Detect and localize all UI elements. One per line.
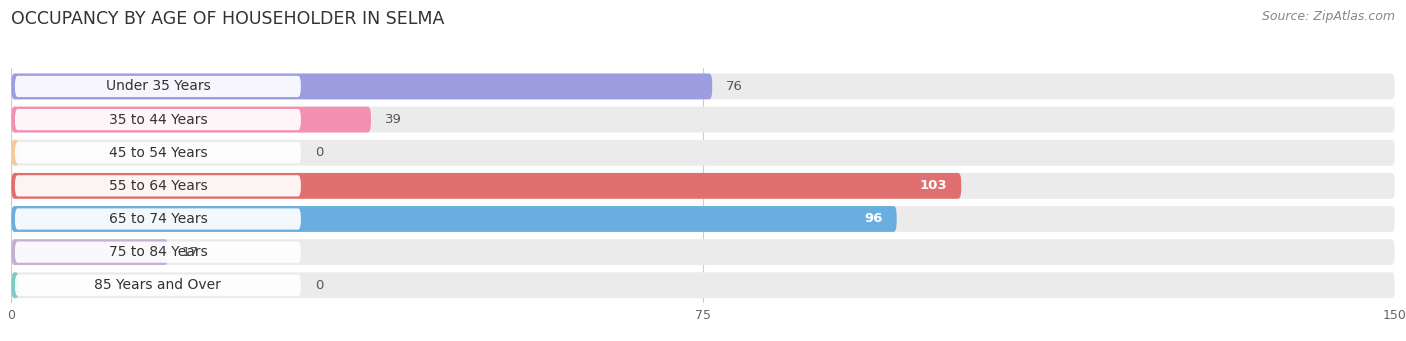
FancyBboxPatch shape (15, 241, 301, 263)
FancyBboxPatch shape (11, 173, 1395, 199)
FancyBboxPatch shape (15, 76, 301, 97)
FancyBboxPatch shape (11, 107, 371, 133)
FancyBboxPatch shape (11, 206, 897, 232)
FancyBboxPatch shape (11, 239, 1395, 265)
Text: OCCUPANCY BY AGE OF HOUSEHOLDER IN SELMA: OCCUPANCY BY AGE OF HOUSEHOLDER IN SELMA (11, 10, 444, 28)
Text: 17: 17 (181, 246, 198, 258)
FancyBboxPatch shape (11, 140, 1395, 166)
FancyBboxPatch shape (15, 208, 301, 229)
FancyBboxPatch shape (11, 140, 18, 166)
FancyBboxPatch shape (11, 173, 962, 199)
Text: 76: 76 (725, 80, 742, 93)
FancyBboxPatch shape (11, 74, 1395, 99)
FancyBboxPatch shape (11, 107, 1395, 133)
Text: 35 to 44 Years: 35 to 44 Years (108, 113, 207, 127)
Text: 96: 96 (865, 212, 883, 225)
Text: 85 Years and Over: 85 Years and Over (94, 278, 221, 292)
Text: 55 to 64 Years: 55 to 64 Years (108, 179, 207, 193)
FancyBboxPatch shape (15, 109, 301, 130)
FancyBboxPatch shape (11, 272, 18, 298)
FancyBboxPatch shape (11, 74, 713, 99)
FancyBboxPatch shape (11, 206, 1395, 232)
FancyBboxPatch shape (11, 272, 1395, 298)
Text: 0: 0 (315, 279, 323, 292)
FancyBboxPatch shape (15, 142, 301, 163)
Text: 103: 103 (920, 179, 948, 192)
Text: 75 to 84 Years: 75 to 84 Years (108, 245, 207, 259)
Text: Source: ZipAtlas.com: Source: ZipAtlas.com (1261, 10, 1395, 23)
Text: 0: 0 (315, 146, 323, 159)
Text: 65 to 74 Years: 65 to 74 Years (108, 212, 207, 226)
FancyBboxPatch shape (15, 275, 301, 296)
Text: Under 35 Years: Under 35 Years (105, 79, 211, 93)
Text: 39: 39 (385, 113, 402, 126)
Text: 45 to 54 Years: 45 to 54 Years (108, 146, 207, 160)
FancyBboxPatch shape (15, 175, 301, 196)
FancyBboxPatch shape (11, 239, 169, 265)
